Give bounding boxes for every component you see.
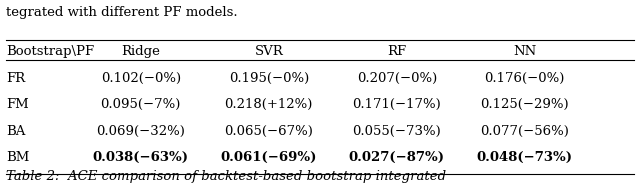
Text: 0.171(−17%): 0.171(−17%)	[353, 98, 441, 111]
Text: 0.069(−32%): 0.069(−32%)	[97, 125, 185, 138]
Text: 0.038(−63%): 0.038(−63%)	[93, 151, 189, 164]
Text: 0.207(−0%): 0.207(−0%)	[356, 72, 437, 85]
Text: NN: NN	[513, 45, 536, 58]
Text: BM: BM	[6, 151, 30, 164]
Text: SVR: SVR	[255, 45, 283, 58]
Text: 0.095(−7%): 0.095(−7%)	[100, 98, 181, 111]
Text: Ridge: Ridge	[122, 45, 160, 58]
Text: FM: FM	[6, 98, 29, 111]
Text: RF: RF	[387, 45, 406, 58]
Text: 0.065(−67%): 0.065(−67%)	[225, 125, 313, 138]
Text: 0.195(−0%): 0.195(−0%)	[228, 72, 309, 85]
Text: tegrated with different PF models.: tegrated with different PF models.	[6, 6, 238, 19]
Text: 0.055(−73%): 0.055(−73%)	[353, 125, 441, 138]
Text: 0.125(−29%): 0.125(−29%)	[481, 98, 569, 111]
Text: 0.061(−69%): 0.061(−69%)	[221, 151, 317, 164]
Text: 0.218(+12%): 0.218(+12%)	[225, 98, 313, 111]
Text: Bootstrap\PF: Bootstrap\PF	[6, 45, 95, 58]
Text: 0.176(−0%): 0.176(−0%)	[484, 72, 565, 85]
Text: 0.102(−0%): 0.102(−0%)	[100, 72, 181, 85]
Text: 0.048(−73%): 0.048(−73%)	[477, 151, 573, 164]
Text: Table 2:  ACE comparison of backtest-based bootstrap integrated: Table 2: ACE comparison of backtest-base…	[6, 170, 447, 183]
Text: 0.027(−87%): 0.027(−87%)	[349, 151, 445, 164]
Text: 0.077(−56%): 0.077(−56%)	[481, 125, 569, 138]
Text: FR: FR	[6, 72, 26, 85]
Text: BA: BA	[6, 125, 26, 138]
